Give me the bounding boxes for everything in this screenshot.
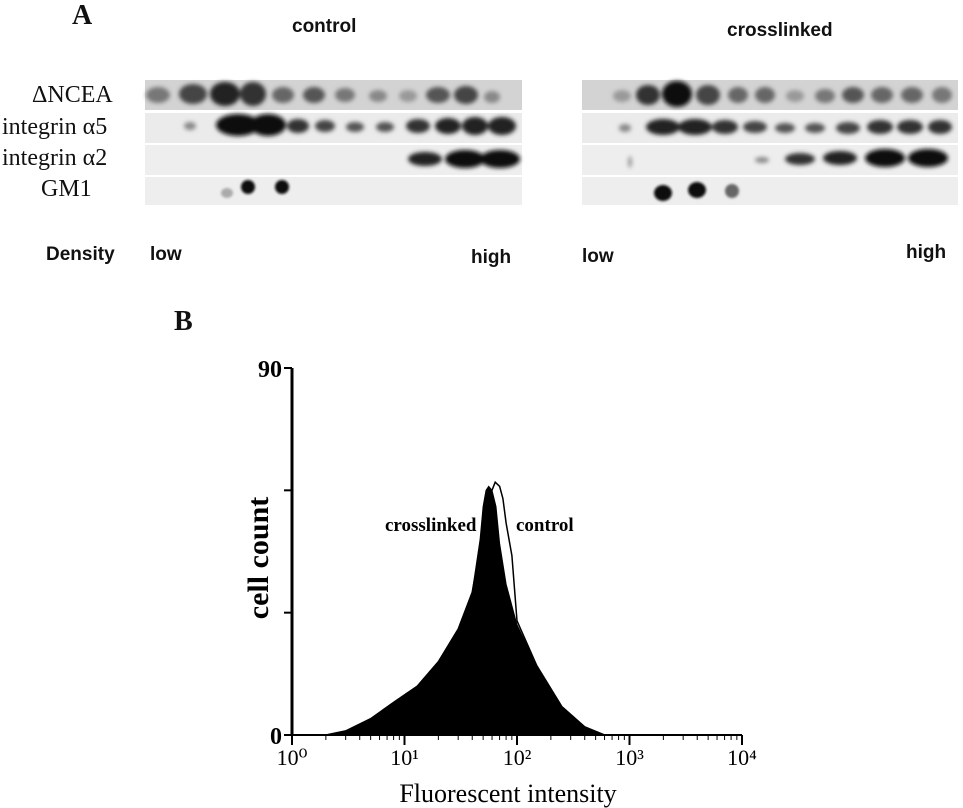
y-axis-ticks: 0 90 [258,357,292,750]
x-tick-label: 10³ [615,745,644,770]
row-label-integrin-a2: integrin α2 [2,145,108,171]
y-tick-label: 0 [270,724,282,750]
x-axis-ticks: 10⁰ 10¹ 10² 10³ 10⁴ [277,735,757,770]
x-tick-label: 10¹ [390,745,419,770]
crosslinked-annotation: crosslinked [385,515,477,536]
x-tick-label: 10² [503,745,532,770]
row-label-gm1: GM1 [41,176,92,202]
density-label: Density [46,244,115,265]
control-title: control [292,16,357,37]
crosslinked-title: crosslinked [727,20,833,41]
histogram-series-group [325,480,605,736]
control-lane-gm1 [145,177,522,205]
crosslinked-density-high: high [906,242,947,263]
x-tick-label: 10⁴ [727,745,757,770]
x-tick-label: 10⁰ [277,745,308,770]
control-density-low: low [150,244,182,265]
crosslinked-density-low: low [582,246,614,267]
control-blot [145,80,522,205]
crosslinked-lane-integrin-a5 [582,113,958,143]
western-blots [145,80,958,205]
y-tick-label: 90 [258,357,282,383]
row-label-dncea: ΔNCEA [32,82,113,108]
panel-b-letter: B [174,306,193,337]
series-crosslinked [325,485,605,736]
panel-a-letter: A [72,0,93,31]
control-annotation: control [516,515,574,536]
control-density-high: high [471,247,512,268]
row-label-integrin-a5: integrin α5 [2,114,108,140]
crosslinked-blot [582,80,958,205]
crosslinked-lane-gm1 [582,177,958,205]
y-axis-label: cell count [242,497,275,619]
histogram-chart: 0 90 10⁰ 10¹ 10² 10³ 10⁴ cell count Fluoresce… [242,357,757,808]
x-axis-label: Fluorescent intensity [399,779,616,808]
